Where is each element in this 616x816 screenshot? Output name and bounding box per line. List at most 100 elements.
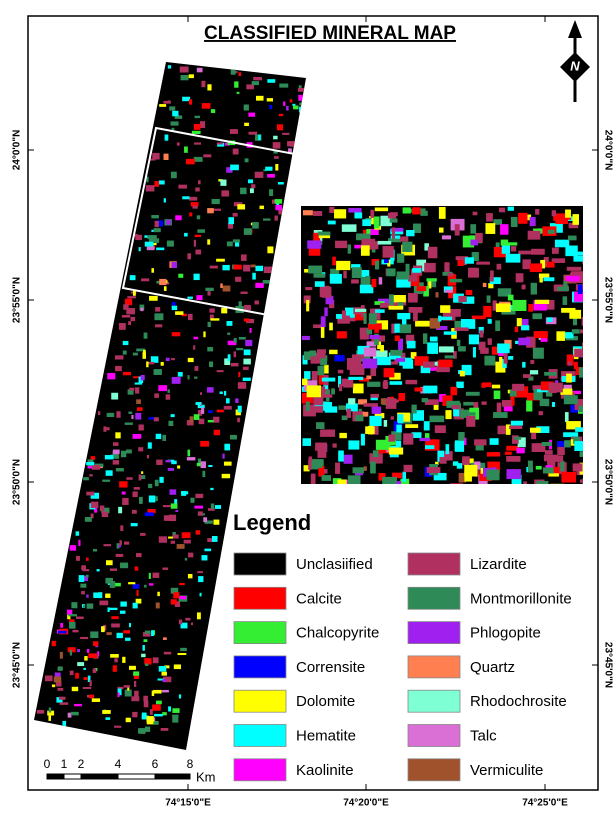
class-patch [192, 206, 197, 209]
class-patch [154, 714, 163, 717]
class-patch [543, 277, 554, 281]
class-patch [100, 506, 105, 512]
class-patch [366, 229, 370, 234]
longitude-label: 74°20'0"E [343, 798, 389, 809]
class-patch [518, 338, 530, 346]
class-patch [125, 690, 132, 697]
class-patch [90, 631, 98, 638]
class-patch [180, 648, 187, 651]
class-patch [156, 602, 160, 608]
class-patch [168, 468, 174, 471]
class-patch [239, 337, 246, 340]
class-patch [226, 398, 230, 403]
class-patch [364, 403, 378, 407]
class-patch [511, 246, 516, 251]
class-patch [496, 303, 511, 312]
class-patch [324, 469, 328, 474]
class-patch [375, 207, 388, 211]
class-patch [472, 316, 486, 320]
legend-swatch [234, 656, 286, 678]
class-patch [57, 688, 63, 691]
class-patch [180, 66, 189, 72]
class-patch [104, 544, 111, 546]
scale-bar: 012468Km [44, 757, 216, 784]
class-patch [114, 658, 117, 662]
class-patch [376, 440, 391, 450]
class-patch [375, 261, 379, 270]
class-patch [210, 266, 218, 269]
class-patch [127, 688, 129, 691]
class-patch [256, 96, 264, 101]
class-patch [230, 165, 239, 171]
legend-label: Phlogopite [470, 625, 541, 642]
class-patch [466, 392, 480, 396]
class-patch [106, 470, 113, 476]
class-patch [207, 291, 210, 295]
class-patch [372, 407, 382, 414]
class-patch [168, 65, 171, 68]
class-patch [466, 412, 475, 415]
class-patch [237, 92, 240, 94]
class-patch [200, 441, 209, 447]
class-patch [530, 360, 534, 364]
class-patch [171, 262, 177, 268]
class-patch [194, 506, 203, 509]
class-patch [463, 402, 473, 406]
class-patch [403, 207, 411, 213]
class-patch [427, 467, 441, 473]
class-patch [384, 420, 387, 427]
class-patch [338, 370, 343, 374]
class-patch [138, 447, 143, 451]
class-patch [188, 574, 193, 578]
class-patch [369, 335, 379, 339]
class-patch [348, 377, 363, 380]
class-patch [145, 242, 154, 247]
class-patch [213, 417, 219, 423]
class-patch [58, 631, 67, 634]
class-patch [403, 433, 413, 444]
class-patch [275, 164, 278, 171]
legend-swatch [234, 725, 286, 747]
class-patch [133, 671, 139, 675]
class-patch [394, 399, 399, 402]
class-patch [68, 614, 77, 616]
class-patch [329, 207, 334, 213]
class-patch [302, 336, 310, 340]
legend-label: Kaolinite [296, 762, 354, 779]
class-patch [222, 474, 230, 478]
class-patch [152, 691, 154, 696]
class-patch [400, 324, 411, 333]
class-patch [83, 477, 89, 480]
class-patch [522, 285, 526, 290]
class-patch [378, 241, 392, 245]
class-patch [178, 185, 187, 189]
class-patch [304, 371, 310, 379]
class-patch [154, 181, 159, 187]
class-patch [134, 681, 136, 687]
class-patch [506, 456, 520, 462]
class-patch [354, 212, 362, 218]
class-patch [161, 362, 164, 366]
class-patch [488, 338, 492, 345]
class-patch [156, 701, 162, 705]
class-patch [332, 443, 336, 447]
class-patch [177, 465, 180, 468]
class-patch [227, 332, 230, 334]
class-patch [179, 620, 182, 625]
class-patch [88, 653, 97, 658]
class-patch [233, 213, 238, 217]
class-patch [362, 219, 371, 226]
class-patch [217, 142, 223, 144]
class-patch [344, 455, 353, 464]
class-patch [557, 287, 569, 291]
class-patch [423, 333, 427, 344]
class-patch [547, 262, 555, 268]
class-patch [162, 568, 168, 570]
class-patch [249, 132, 258, 135]
class-patch [263, 280, 271, 284]
class-patch [155, 307, 160, 312]
class-patch [129, 623, 131, 627]
class-patch [145, 664, 148, 666]
class-patch [275, 205, 282, 210]
class-patch [208, 465, 212, 467]
